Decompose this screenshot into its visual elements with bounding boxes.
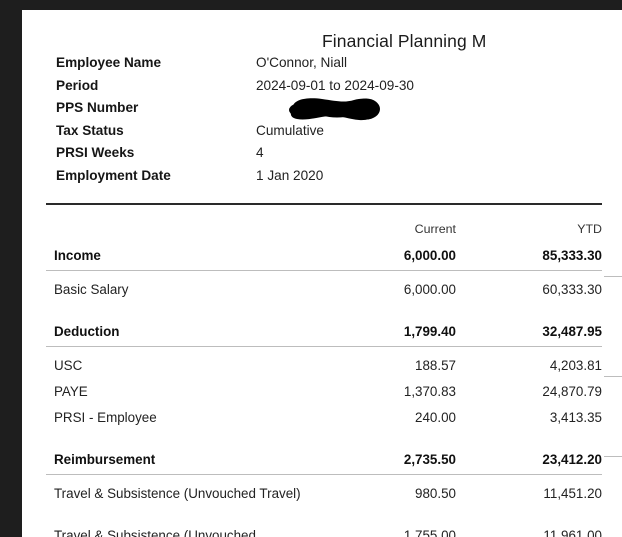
table-column-header-row: Current YTD xyxy=(46,221,602,247)
section-name: Deduction xyxy=(54,324,120,339)
line-item-ytd: 4,203.81 xyxy=(549,358,602,373)
table-row: PRSI - Employee 240.00 3,413.35 xyxy=(46,409,602,435)
section-ytd-total: 32,487.95 xyxy=(542,324,602,339)
detail-row-tax-status: Tax Status Cumulative xyxy=(56,123,576,146)
detail-value: 1 Jan 2020 xyxy=(256,167,324,183)
detail-label: Tax Status xyxy=(56,122,124,138)
detail-label: Period xyxy=(56,77,99,93)
line-item-current: 6,000.00 xyxy=(403,282,456,297)
table-top-rule xyxy=(46,203,602,205)
column-header-ytd: YTD xyxy=(577,222,602,236)
line-item-current: 980.50 xyxy=(415,486,456,501)
column-header-current: Current xyxy=(414,222,456,236)
detail-row-employee-name: Employee Name O'Connor, Niall xyxy=(56,55,576,78)
line-item-ytd: 11,961.00 xyxy=(543,528,602,537)
payslip-document-page: Financial Planning M Employee Name O'Con… xyxy=(22,10,622,537)
line-item-current: 1,370.83 xyxy=(403,384,456,399)
section-rule xyxy=(46,474,602,475)
line-item-label: Travel & Subsistence (Unvouched Subsiste… xyxy=(54,528,256,537)
detail-value: 2024-09-01 to 2024-09-30 xyxy=(256,77,414,93)
detail-label: Employment Date xyxy=(56,167,171,183)
section-current-total: 1,799.40 xyxy=(403,324,456,339)
table-section-header-reimbursement: Reimbursement 2,735.50 23,412.20 xyxy=(46,451,602,474)
line-item-ytd: 11,451.20 xyxy=(543,486,602,501)
detail-value: Cumulative xyxy=(256,122,324,138)
line-item-ytd: 24,870.79 xyxy=(542,384,602,399)
line-item-label: PRSI - Employee xyxy=(54,410,157,425)
line-item-current: 240.00 xyxy=(415,410,456,425)
detail-label: PRSI Weeks xyxy=(56,145,135,161)
detail-value: O'Connor, Niall xyxy=(256,55,347,70)
section-ytd-total: 23,412.20 xyxy=(542,452,602,467)
detail-row-prsi-weeks: PRSI Weeks 4 xyxy=(56,145,576,168)
payslip-amounts-table: Current YTD Income 6,000.00 85,333.30 Ba… xyxy=(46,203,604,537)
table-row: Basic Salary 6,000.00 60,333.30 xyxy=(46,281,602,307)
detail-row-pps-number: PPS Number xyxy=(56,98,576,123)
left-chrome-band xyxy=(0,0,22,537)
detail-label: Employee Name xyxy=(56,55,162,70)
line-item-ytd: 3,413.35 xyxy=(549,410,602,425)
section-current-total: 6,000.00 xyxy=(403,248,456,263)
section-name: Income xyxy=(54,248,101,263)
table-row: Travel & Subsistence (Unvouched Subsiste… xyxy=(46,527,602,537)
line-item-label: USC xyxy=(54,358,83,373)
table-section-header-deduction: Deduction 1,799.40 32,487.95 xyxy=(46,323,602,346)
table-section-header-income: Income 6,000.00 85,333.30 xyxy=(46,247,602,270)
detail-row-employment-date: Employment Date 1 Jan 2020 xyxy=(56,168,576,191)
table-row: Travel & Subsistence (Unvouched Travel) … xyxy=(46,485,602,527)
line-item-ytd: 60,333.30 xyxy=(542,282,602,297)
section-name: Reimbursement xyxy=(54,452,156,467)
table-row: USC 188.57 4,203.81 xyxy=(46,357,602,383)
top-chrome-band xyxy=(0,0,622,10)
line-item-label: PAYE xyxy=(54,384,88,399)
detail-label: PPS Number xyxy=(56,100,139,116)
detail-value: 4 xyxy=(256,145,264,161)
page-title: Financial Planning M xyxy=(322,31,487,51)
section-rule xyxy=(46,346,602,347)
adjacent-page-edge xyxy=(604,203,622,537)
line-item-label: Basic Salary xyxy=(54,282,129,297)
section-rule xyxy=(46,270,602,271)
employee-details-block: Employee Name O'Connor, Niall Period 202… xyxy=(56,55,576,191)
line-item-current: 188.57 xyxy=(415,358,456,373)
section-current-total: 2,735.50 xyxy=(403,452,456,467)
section-ytd-total: 85,333.30 xyxy=(542,248,602,263)
detail-row-period: Period 2024-09-01 to 2024-09-30 xyxy=(56,78,576,101)
line-item-label: Travel & Subsistence (Unvouched Travel) xyxy=(54,486,301,501)
line-item-current: 1,755.00 xyxy=(403,528,456,537)
table-row: PAYE 1,370.83 24,870.79 xyxy=(46,383,602,409)
